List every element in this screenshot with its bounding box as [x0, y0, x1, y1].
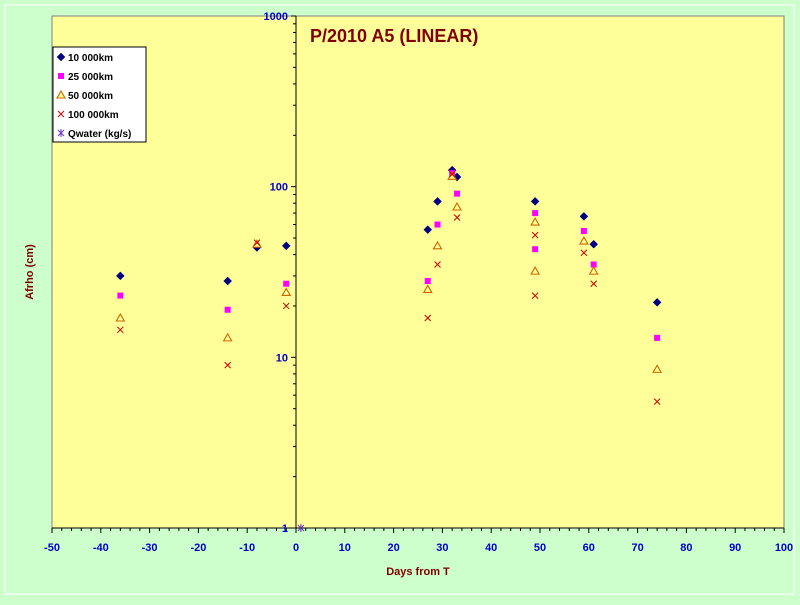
- data-point: [434, 261, 441, 268]
- data-point: [588, 266, 599, 275]
- legend-marker: [57, 129, 65, 137]
- legend-marker: [58, 73, 64, 79]
- y-tick-labels: 1 10 100 1000: [264, 11, 288, 535]
- legend-label: 50 000km: [68, 91, 113, 102]
- legend-entries: 10 000km 25 000km 50 000km 100 000km Qwater …: [56, 52, 131, 140]
- x-tick-label: 10: [339, 542, 351, 554]
- data-point: [589, 239, 599, 249]
- x-tick-label: 40: [485, 542, 497, 554]
- data-point: [531, 231, 539, 239]
- data-point: [115, 271, 125, 281]
- data-point: [454, 190, 461, 197]
- x-tick-label: 100: [775, 542, 793, 554]
- legend-label: Qwater (kg/s): [68, 129, 131, 140]
- data-point: [453, 214, 461, 221]
- chart-frame: [4, 4, 795, 595]
- x-tick-label: -20: [190, 542, 206, 554]
- data-point: [580, 227, 587, 234]
- x-tick-label: 0: [293, 542, 299, 554]
- data-point: [433, 197, 442, 206]
- data-point: [653, 398, 661, 405]
- legend-label: 25 000km: [68, 72, 113, 83]
- points-layer: [115, 165, 663, 532]
- data-point: [532, 210, 539, 217]
- data-point: [253, 239, 261, 246]
- x-tick-label: 30: [436, 542, 448, 554]
- data-point: [222, 332, 233, 342]
- axes-layer: [51, 15, 785, 533]
- data-point: [652, 297, 662, 307]
- data-point: [282, 302, 290, 310]
- y-tick-label: 1: [282, 523, 288, 535]
- data-point: [530, 197, 540, 206]
- data-point: [223, 276, 233, 286]
- x-tick-label: 80: [680, 542, 692, 554]
- data-point: [530, 216, 541, 226]
- legend-marker: [57, 110, 65, 118]
- series-3: [115, 171, 663, 373]
- x-tick-label: -40: [93, 542, 109, 554]
- x-tick-label: -50: [44, 542, 60, 554]
- series-5: [297, 524, 305, 532]
- y-tick-label: 10: [276, 352, 288, 364]
- data-point: [531, 292, 539, 299]
- data-point: [424, 314, 432, 322]
- series-4: [116, 171, 661, 405]
- legend-label: 100 000km: [68, 110, 119, 121]
- data-point: [579, 211, 589, 221]
- data-point: [422, 284, 433, 293]
- legend: 10 000km 25 000km 50 000km 100 000km Qwater …: [52, 46, 147, 143]
- data-point: [297, 524, 305, 532]
- x-tick-label: -30: [142, 542, 158, 554]
- x-axis-label: Days from T: [386, 566, 450, 578]
- data-point: [283, 280, 290, 287]
- data-point: [281, 287, 292, 296]
- legend-marker: [56, 89, 66, 99]
- data-point: [448, 171, 456, 178]
- x-tick-label: 60: [583, 542, 595, 554]
- data-point: [424, 278, 431, 285]
- legend-box: [52, 46, 147, 143]
- x-tick-label: 70: [631, 542, 643, 554]
- y-tick-label: 1000: [264, 11, 288, 23]
- series-2: [117, 170, 661, 341]
- data-point: [116, 326, 124, 334]
- data-point: [578, 235, 589, 245]
- chart-title: P/2010 A5 (LINEAR): [310, 26, 478, 46]
- data-point: [590, 280, 598, 288]
- data-point: [452, 201, 462, 211]
- y-axis-label: Afrho (cm): [24, 244, 36, 300]
- data-point: [652, 364, 663, 373]
- data-point: [423, 225, 433, 234]
- x-tick-labels: -50 -40 -30 -20 -10 0 10 20 30 40 50 60 70 80 90 100: [44, 542, 793, 554]
- legend-marker: [56, 52, 66, 62]
- x-tick-label: 50: [534, 542, 546, 554]
- data-point: [530, 266, 541, 275]
- data-point: [117, 292, 124, 299]
- data-point: [434, 221, 441, 228]
- legend-label: 10 000km: [68, 53, 113, 64]
- x-tick-label: -10: [239, 542, 255, 554]
- plot-area: [51, 15, 785, 529]
- data-point: [532, 246, 539, 253]
- data-point: [224, 361, 232, 369]
- data-point: [580, 249, 588, 257]
- data-point: [252, 239, 262, 248]
- data-point: [115, 312, 126, 322]
- x-tick-label: 20: [387, 542, 399, 554]
- data-point: [432, 240, 443, 250]
- data-point: [654, 334, 661, 341]
- y-tick-label: 100: [270, 182, 288, 194]
- x-tick-label: 90: [729, 542, 741, 554]
- data-point: [590, 261, 597, 268]
- data-point: [224, 306, 231, 313]
- data-point: [281, 241, 291, 251]
